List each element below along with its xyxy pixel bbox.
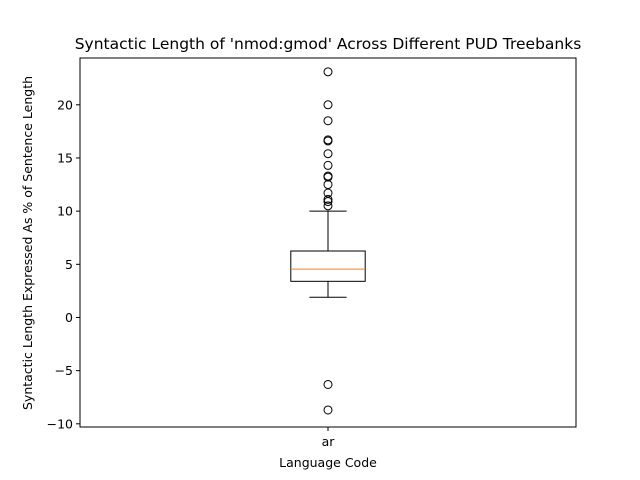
y-tick-label: −5 — [55, 363, 73, 378]
plot-frame — [79, 57, 577, 428]
box-plot-series — [290, 67, 366, 415]
x-axis-label: Language Code — [279, 455, 377, 470]
outlier-point — [323, 160, 333, 170]
y-tick-label: 5 — [65, 257, 73, 272]
outlier-point — [323, 136, 333, 146]
outlier-point — [323, 197, 333, 207]
outlier-point — [323, 100, 333, 110]
outlier-point — [323, 188, 333, 198]
outlier-point — [323, 172, 333, 182]
outlier-point — [323, 379, 333, 389]
outlier-point — [323, 405, 333, 415]
x-axis: ar — [322, 427, 336, 449]
outlier-point — [323, 116, 333, 126]
y-tick-label: 10 — [57, 204, 73, 219]
outlier-point — [323, 67, 333, 77]
outlier-point — [323, 201, 333, 211]
outlier-point — [323, 194, 333, 204]
y-axis: −10 −5 0 5 10 15 20 — [47, 97, 80, 431]
y-axis-label: Syntactic Length Expressed As % of Sente… — [20, 76, 35, 410]
outlier-point — [323, 149, 333, 159]
y-tick-label: −10 — [47, 416, 73, 431]
outlier-point — [323, 180, 333, 190]
iqr-box — [290, 250, 366, 282]
chart-title: Syntactic Length of 'nmod:gmod' Across D… — [75, 35, 582, 53]
y-tick-label: 0 — [65, 310, 73, 325]
y-tick-label: 15 — [57, 150, 73, 165]
x-tick-label: ar — [322, 434, 336, 449]
y-tick-label: 20 — [57, 97, 73, 112]
